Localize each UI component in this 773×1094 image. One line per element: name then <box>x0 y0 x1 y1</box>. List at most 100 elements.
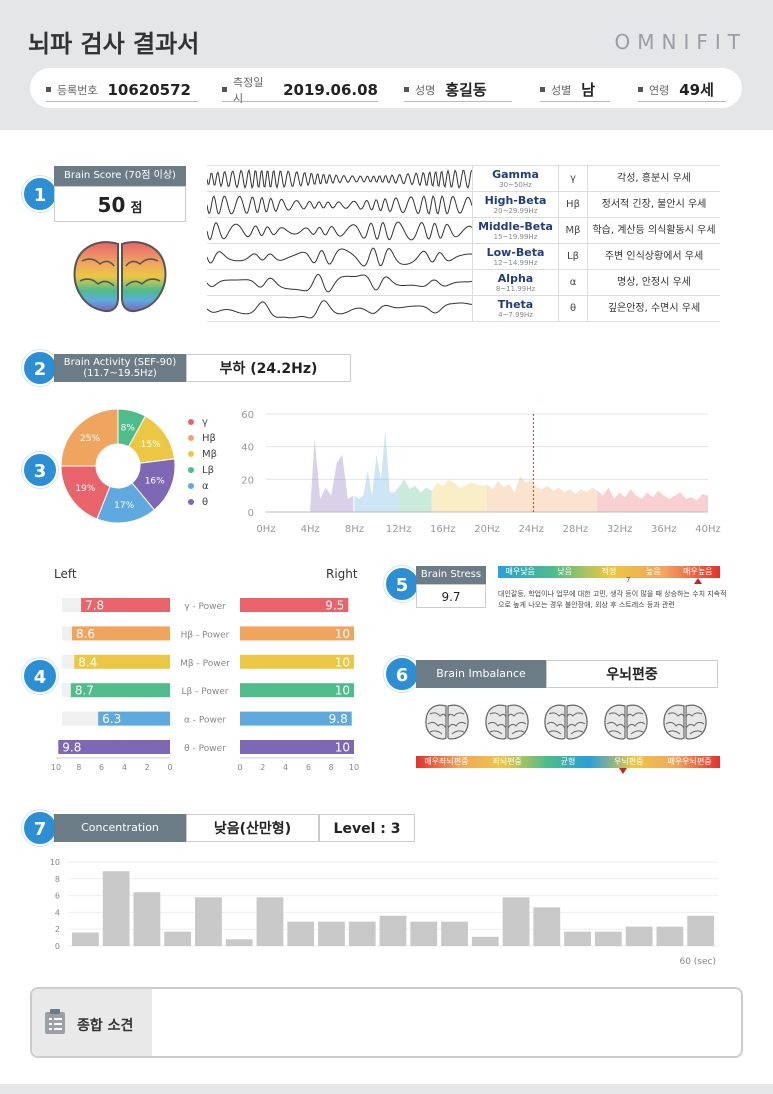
page-footer <box>0 1084 773 1094</box>
left-power-value: 8.4 <box>78 655 97 669</box>
right-power-value: 9.8 <box>329 712 348 726</box>
concentration-bar <box>164 931 192 946</box>
donut-slice-label: 25% <box>80 434 100 444</box>
left-tick-label: 2 <box>145 763 150 772</box>
concentration-level: Level : 3 <box>319 814 415 842</box>
right-power-bar <box>240 598 349 612</box>
donut-slice-label: 8% <box>121 424 136 434</box>
info-name: 성명 홍길동 <box>404 78 512 102</box>
brain-hemisphere-icon <box>544 704 588 740</box>
stress-scale-mark: 7 <box>626 576 631 584</box>
left-power-bar <box>71 626 170 641</box>
x-tick-label: 12Hz <box>386 524 412 535</box>
right-power-bar <box>240 711 352 726</box>
section-number-1: 1 <box>22 176 58 212</box>
y-tick-label: 8 <box>55 875 60 884</box>
x-tick-label: 36Hz <box>651 524 677 535</box>
x-tick-label: 20Hz <box>474 524 500 535</box>
right-power-value: 10 <box>335 741 350 755</box>
spectrum-band-area <box>354 430 399 512</box>
power-category-label: θ - Power <box>184 744 226 754</box>
right-power-value: 10 <box>335 684 350 698</box>
y-tick-label: 60 <box>241 410 254 421</box>
concentration-bar <box>225 939 253 946</box>
power-category-label: γ - Power <box>184 602 226 612</box>
section-number-6: 6 <box>384 656 420 692</box>
x-tick-label: 40Hz <box>695 524 721 535</box>
summary-title: 종합 소견 <box>77 1018 134 1034</box>
right-power-bar <box>240 626 354 641</box>
concentration-bar <box>687 915 714 946</box>
stress-scale-bar: 매우낮음 낮음 적정 높음 매우높음 <box>498 566 720 578</box>
section-number-5: 5 <box>384 566 420 602</box>
left-power-value: 7.8 <box>85 599 104 613</box>
concentration-bar <box>287 921 315 946</box>
y-tick-label: 20 <box>241 475 254 486</box>
low-beta-waveform <box>207 247 472 267</box>
concentration-bar <box>410 921 438 946</box>
concentration-bar-chart: 0 2 4 6 8 10 60 (sec) <box>50 858 718 967</box>
concentration-bar <box>348 921 376 946</box>
donut-slice-label: 19% <box>75 484 95 494</box>
high-beta-waveform <box>207 195 472 215</box>
hemisphere-power-chart: 7.8 9.5 γ - Power 8.6 10 Hβ - Power 8.4 10 Mβ - … <box>51 598 359 772</box>
middle-beta-waveform <box>207 221 472 241</box>
summary-text[interactable] <box>162 999 731 1046</box>
wave-row: Low-Beta 12~14.99Hz Lβ 주변 인식상황에서 우세 <box>207 244 720 270</box>
donut-slice-label: 17% <box>114 501 134 511</box>
concentration-bar <box>441 921 468 946</box>
imbalance-scale-bar: 매우좌뇌편중 좌뇌편중 균형 우뇌편중 매우우뇌편중 <box>416 756 720 768</box>
spectrum-band-area <box>398 479 432 512</box>
legend-item: θ <box>188 494 217 510</box>
brand-logo: OMNIFIT <box>614 30 747 54</box>
concentration-bar <box>533 907 561 946</box>
left-tick-label: 8 <box>76 763 81 772</box>
brain-hemisphere-icon <box>425 704 469 740</box>
left-power-value: 9.8 <box>62 741 81 755</box>
left-tick-label: 6 <box>99 763 104 772</box>
right-power-value: 10 <box>335 655 350 669</box>
spectrum-band-area <box>310 438 354 512</box>
right-tick-label: 6 <box>306 763 311 772</box>
donut-slice-label: 15% <box>141 440 161 450</box>
brain-hemisphere-icon <box>603 704 648 740</box>
x-tick-label: 32Hz <box>607 524 633 535</box>
band-ratio-donut-chart: 8% 15% 16% 17% 19% 25% <box>60 408 176 524</box>
x-end-label: 60 (sec) <box>679 957 716 967</box>
concentration-bar <box>318 921 345 946</box>
brain-icon <box>73 241 167 313</box>
concentration-bar <box>72 932 99 946</box>
brain-score-unit: 점 <box>130 201 143 216</box>
left-power-value: 8.7 <box>75 684 94 698</box>
y-tick-label: 0 <box>248 508 254 519</box>
legend-item: Hβ <box>188 430 217 446</box>
donut-slice-label: 16% <box>145 477 165 487</box>
spectrum-band-area <box>431 479 487 512</box>
x-tick-label: 16Hz <box>430 524 456 535</box>
brain-hemisphere-icon <box>663 704 707 740</box>
left-power-bar <box>81 598 170 612</box>
left-power-value: 6.3 <box>102 712 121 726</box>
brain-activity-label: Brain Activity (SEF-90) (11.7~19.5Hz) <box>54 354 186 382</box>
y-tick-label: 2 <box>55 925 60 934</box>
y-tick-label: 6 <box>55 892 60 901</box>
imbalance-marker-icon <box>618 768 627 774</box>
left-power-bar <box>58 740 170 754</box>
brain-stress-label: Brain Stress <box>416 566 486 584</box>
concentration-value: 낮음(산만형) <box>186 814 319 842</box>
brain-activity-value: 부하 (24.2Hz) <box>186 354 351 382</box>
concentration-bar <box>133 892 161 946</box>
right-tick-label: 0 <box>237 763 242 772</box>
info-registration: 등록번호 10620572 <box>46 78 198 102</box>
right-power-bar <box>240 740 354 754</box>
right-tick-label: 2 <box>260 763 265 772</box>
brain-score-value: 50 <box>97 193 126 217</box>
right-power-bar <box>240 654 354 669</box>
concentration-bar <box>594 931 622 946</box>
left-power-bar <box>70 683 170 698</box>
left-label: Left <box>54 567 77 581</box>
legend-item: Mβ <box>188 446 217 462</box>
left-power-bar <box>74 654 170 669</box>
right-power-value: 10 <box>335 627 350 641</box>
wave-row: Middle-Beta 15~19.99Hz Mβ 학습, 계산등 의식활동시 우… <box>207 218 720 244</box>
